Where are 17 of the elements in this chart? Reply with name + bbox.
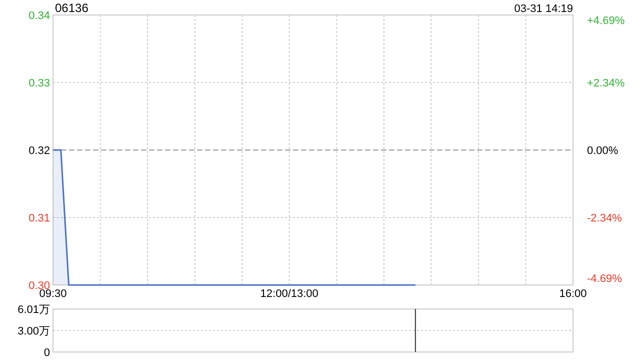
x-tick-label: 09:30: [39, 288, 67, 300]
y2-tick-label: +2.34%: [587, 78, 625, 90]
chart-title: 06136: [55, 1, 89, 15]
y2-tick-label: -4.69%: [587, 273, 622, 285]
y-tick-label: 6.01万: [18, 304, 50, 316]
y-tick-label: 3.00万: [18, 326, 50, 338]
y2-tick-label: 0.00%: [587, 145, 618, 157]
x-tick-label: 12:00/13:00: [260, 288, 318, 300]
y-tick-label: 0.32: [28, 145, 50, 157]
y-tick-label: 0.31: [28, 212, 50, 224]
y2-tick-label: -2.34%: [587, 212, 622, 224]
y-tick-label: 0: [44, 347, 50, 359]
x-tick-label: 16:00: [559, 288, 587, 300]
y2-tick-label: +4.69%: [587, 15, 625, 27]
y-tick-label: 0.34: [28, 10, 50, 22]
annotation: 03-31 14:19: [514, 3, 573, 15]
y-tick-label: 0.33: [28, 78, 50, 90]
